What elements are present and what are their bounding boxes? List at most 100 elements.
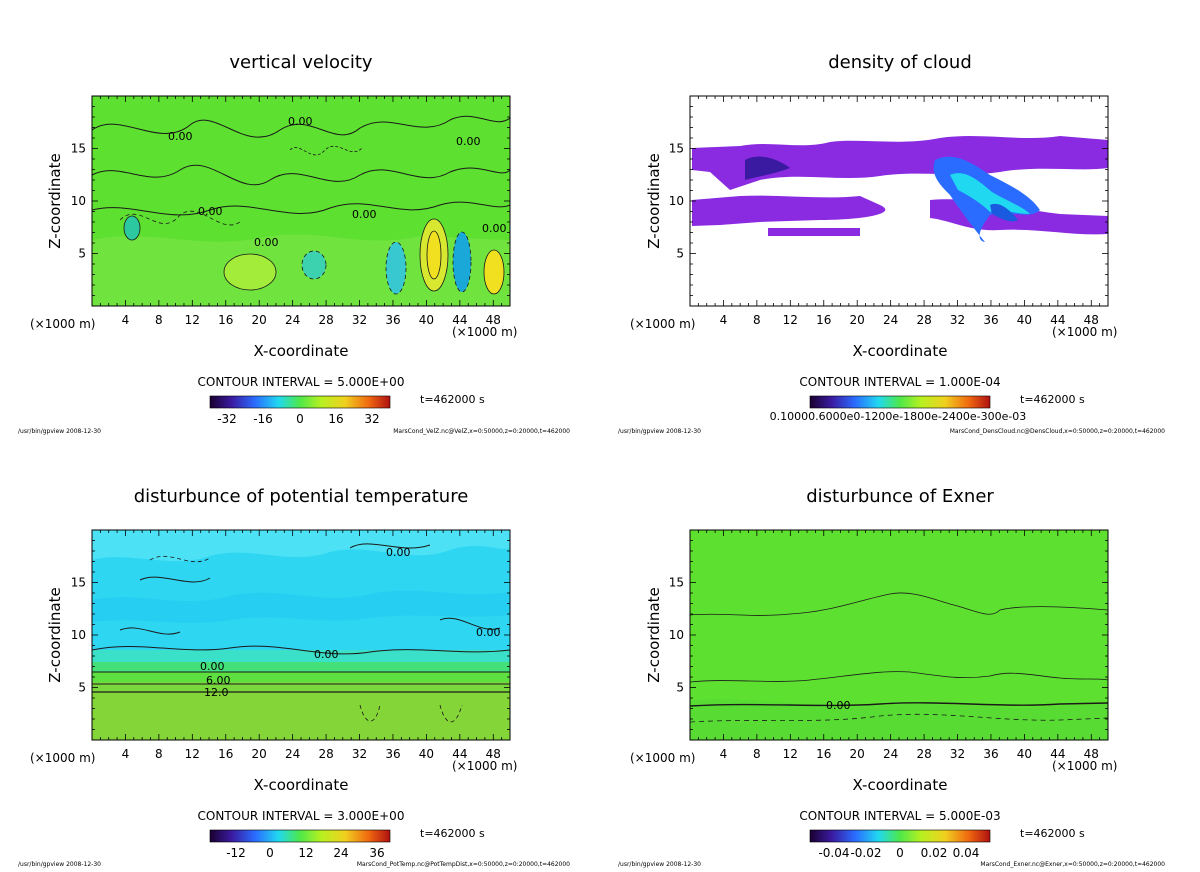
- panel-density-of-cloud: density of cloud 4 8 12 16 20 24 28 32 36 40 44 485…: [618, 52, 1165, 435]
- x-tick-label: 12: [185, 747, 200, 761]
- x-unit-label-right: (×1000 m): [452, 325, 517, 339]
- x-tick-label: 44: [1050, 747, 1065, 761]
- x-unit-label: (×1000 m): [30, 751, 95, 765]
- y-tick-label: 10: [669, 628, 684, 642]
- x-tick-label: 20: [252, 747, 267, 761]
- contour-label: 0.00: [476, 626, 501, 639]
- contour-label: 0.00: [288, 115, 313, 128]
- x-tick-label: 28: [318, 747, 333, 761]
- x-tick-label: 4: [122, 747, 130, 761]
- field-vertical-velocity: [92, 96, 510, 306]
- x-tick-label: 40: [419, 313, 434, 327]
- chart-title: disturbunce of potential temperature: [134, 486, 469, 507]
- x-axis-label: X-coordinate: [254, 342, 349, 360]
- x-tick-label: 32: [950, 313, 965, 327]
- y-axis-label: Z-coordinate: [46, 587, 64, 682]
- contour-interval: CONTOUR INTERVAL = 1.000E-04: [799, 375, 1000, 389]
- y-tick-label: 5: [676, 247, 684, 261]
- x-tick-label: 48: [486, 747, 501, 761]
- x-tick-label: 36: [385, 747, 400, 761]
- colorbar-tick: 0: [266, 846, 274, 860]
- panel-vertical-velocity: vertical velocity 0.00 0.00 0.00 0.00 0.…: [18, 52, 570, 435]
- x-tick-label: 24: [883, 747, 898, 761]
- x-tick-label: 32: [950, 747, 965, 761]
- x-unit-label-right: (×1000 m): [1052, 759, 1117, 773]
- x-tick-label: 8: [753, 313, 761, 327]
- x-tick-label: 32: [352, 747, 367, 761]
- chart-title: vertical velocity: [229, 52, 373, 73]
- field-potential-temperature: [92, 530, 510, 740]
- y-axis-label: Z-coordinate: [645, 153, 663, 248]
- x-tick-label: 20: [850, 747, 865, 761]
- x-tick-label: 44: [1050, 313, 1065, 327]
- y-tick-label: 15: [71, 576, 86, 590]
- colorbar: [209, 829, 391, 843]
- y-tick-label: 5: [78, 681, 86, 695]
- y-tick-label: 15: [71, 142, 86, 156]
- footer-right: MarsCond_Exner.nc@Exner,x=0:50000,z=0:20…: [980, 861, 1165, 868]
- x-tick-label: 20: [252, 313, 267, 327]
- contour-interval: CONTOUR INTERVAL = 5.000E+00: [198, 375, 405, 389]
- x-unit-label: (×1000 m): [30, 317, 95, 331]
- x-tick-label: 36: [983, 313, 998, 327]
- x-tick-label: 32: [352, 313, 367, 327]
- x-tick-label: 12: [783, 313, 798, 327]
- colorbar-tick: -32: [217, 412, 237, 426]
- colorbar-tick: 24: [333, 846, 348, 860]
- contour-label: 12.0: [204, 686, 229, 699]
- contour-label: 0.00: [200, 660, 225, 673]
- colorbar: [209, 395, 391, 409]
- x-tick-label: 16: [218, 313, 233, 327]
- footer-left: /usr/bin/gpview 2008-12-30: [618, 428, 701, 435]
- contour-label: 0.00: [482, 222, 507, 235]
- x-tick-label: 36: [983, 747, 998, 761]
- footer-left: /usr/bin/gpview 2008-12-30: [18, 861, 101, 868]
- colorbar-tick: 16: [328, 412, 343, 426]
- chart-title: density of cloud: [828, 52, 972, 73]
- contour-interval: CONTOUR INTERVAL = 3.000E+00: [198, 809, 405, 823]
- x-tick-label: 36: [385, 313, 400, 327]
- x-tick-label: 8: [155, 747, 163, 761]
- x-unit-label: (×1000 m): [630, 751, 695, 765]
- x-axis-label: X-coordinate: [254, 776, 349, 794]
- x-unit-label: (×1000 m): [630, 317, 695, 331]
- x-tick-label: 8: [155, 313, 163, 327]
- x-tick-label: 28: [916, 747, 931, 761]
- x-axis-label: X-coordinate: [853, 342, 948, 360]
- x-tick-label: 48: [486, 313, 501, 327]
- footer-right: MarsCond_VelZ.nc@VelZ,x=0:50000,z=0:2000…: [393, 428, 570, 435]
- x-tick-label: 48: [1084, 747, 1099, 761]
- x-tick-label: 48: [1084, 313, 1099, 327]
- colorbar-tick: -12: [226, 846, 246, 860]
- x-tick-label: 12: [185, 313, 200, 327]
- colorbar-tick: -16: [253, 412, 273, 426]
- colorbar-tick: 12: [298, 846, 313, 860]
- field-exner: [690, 530, 1108, 740]
- panel-potential-temperature: disturbunce of potential temperature 0.0…: [18, 486, 570, 868]
- colorbar: [809, 395, 991, 409]
- x-tick-label: 20: [850, 313, 865, 327]
- y-tick-label: 10: [71, 628, 86, 642]
- x-unit-label-right: (×1000 m): [1052, 325, 1117, 339]
- chart-title: disturbunce of Exner: [806, 486, 994, 507]
- colorbar-tick: 36: [369, 846, 384, 860]
- x-unit-label-right: (×1000 m): [452, 759, 517, 773]
- contour-label: 0.00: [198, 205, 223, 218]
- x-tick-label: 24: [285, 313, 300, 327]
- x-tick-label: 16: [218, 747, 233, 761]
- x-tick-label: 44: [452, 747, 467, 761]
- contour-label: 6.00: [206, 674, 231, 687]
- x-tick-label: 16: [816, 747, 831, 761]
- time-label: t=462000 s: [420, 393, 485, 406]
- colorbar-tick: 0.10000.6000e0-1200e-1800e-2400e-300e-03: [770, 410, 1027, 423]
- contour-label: 0.00: [254, 236, 279, 249]
- footer-left: /usr/bin/gpview 2008-12-30: [618, 861, 701, 868]
- y-tick-label: 15: [669, 576, 684, 590]
- x-tick-label: 12: [783, 747, 798, 761]
- y-tick-label: 10: [71, 194, 86, 208]
- x-tick-label: 24: [285, 747, 300, 761]
- footer-right: MarsCond_DensCloud.nc@DensCloud,x=0:5000…: [950, 428, 1165, 435]
- contour-label: 0.00: [352, 208, 377, 221]
- y-tick-label: 10: [669, 194, 684, 208]
